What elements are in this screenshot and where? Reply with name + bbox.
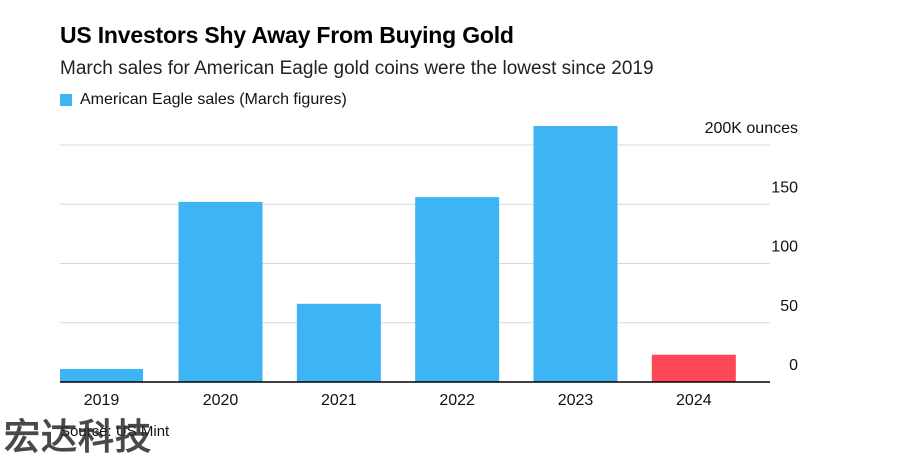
x-tick-label: 2022 [439,392,475,409]
bar-2024 [651,354,736,382]
bar-2021 [296,303,381,382]
page-title: US Investors Shy Away From Buying Gold [60,22,514,48]
x-tick-label: 2024 [676,392,712,409]
bar-2020 [178,201,263,382]
bar-2019 [60,368,143,382]
y-tick-label: 150 [771,179,798,196]
watermark-logo: 宏达科技 [4,416,153,457]
x-tick-label: 2020 [203,392,239,409]
legend: American Eagle sales (March figures) [60,91,347,109]
page-subtitle: March sales for American Eagle gold coin… [60,58,654,79]
x-tick-label: 2023 [558,392,594,409]
source-note: Source: US Mint [60,423,170,440]
bar-2022 [415,197,500,382]
legend-swatch [60,94,72,106]
x-tick-label: 2021 [321,392,357,409]
legend-label: American Eagle sales (March figures) [80,91,347,108]
y-tick-label: 0 [789,357,798,374]
y-tick-label: 100 [771,239,798,256]
y-tick-label: 50 [780,298,798,315]
x-tick-label: 2019 [84,392,120,409]
y-tick-label: 200K ounces [705,120,798,137]
bar-2023 [533,126,618,382]
